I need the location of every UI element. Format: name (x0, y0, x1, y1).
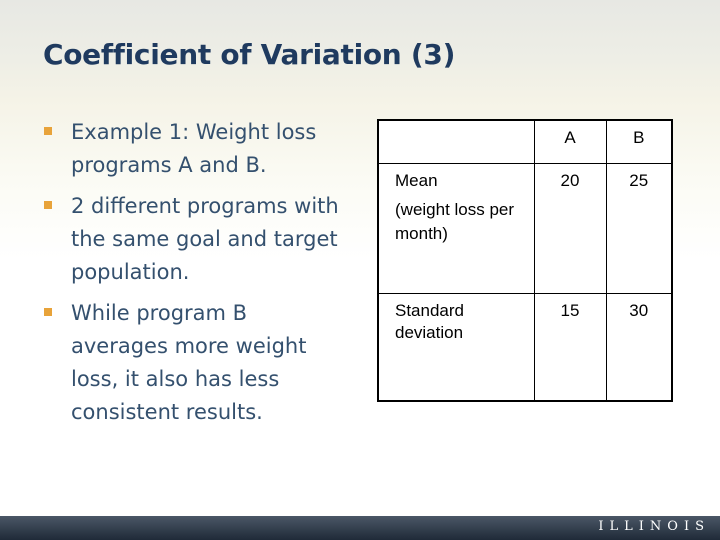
bullet-item: Example 1: Weight loss programs A and B. (44, 116, 344, 182)
column-header-b: B (605, 119, 673, 164)
illinois-logo: ILLINOIS (598, 519, 710, 534)
column-header-a: A (533, 119, 607, 164)
bullet-text: 2 different programs with the same goal … (71, 194, 339, 284)
bullet-item: 2 different programs with the same goal … (44, 190, 344, 289)
slide-title: Coefficient of Variation (3) (43, 38, 456, 71)
table-cell-b: 25 (605, 162, 673, 294)
comparison-table: A B Mean (weight loss per month) 20 25 S… (377, 119, 673, 402)
footer-bar: ILLINOIS (0, 516, 720, 540)
row-label: Mean (395, 170, 438, 190)
bullet-item: While program B averages more weight los… (44, 297, 344, 429)
table-corner-cell (377, 119, 535, 164)
bullet-text: Example 1: Weight loss programs A and B. (71, 120, 317, 177)
bullet-list: Example 1: Weight loss programs A and B.… (44, 116, 344, 437)
row-label: Standard deviation (395, 300, 464, 342)
square-bullet-icon (44, 127, 52, 135)
table-cell-a: 20 (533, 162, 607, 294)
table-cell-a: 15 (533, 292, 607, 402)
bullet-text: While program B averages more weight los… (71, 301, 307, 424)
table-row-standard-deviation: Standard deviation 15 30 (377, 292, 673, 402)
row-label-cell: Mean (weight loss per month) (377, 162, 535, 294)
table-header-row: A B (377, 119, 673, 164)
square-bullet-icon (44, 201, 52, 209)
row-sublabel: (weight loss per month) (395, 199, 515, 243)
row-label-cell: Standard deviation (377, 292, 535, 402)
table-row-mean: Mean (weight loss per month) 20 25 (377, 162, 673, 294)
table-cell-b: 30 (605, 292, 673, 402)
square-bullet-icon (44, 308, 52, 316)
